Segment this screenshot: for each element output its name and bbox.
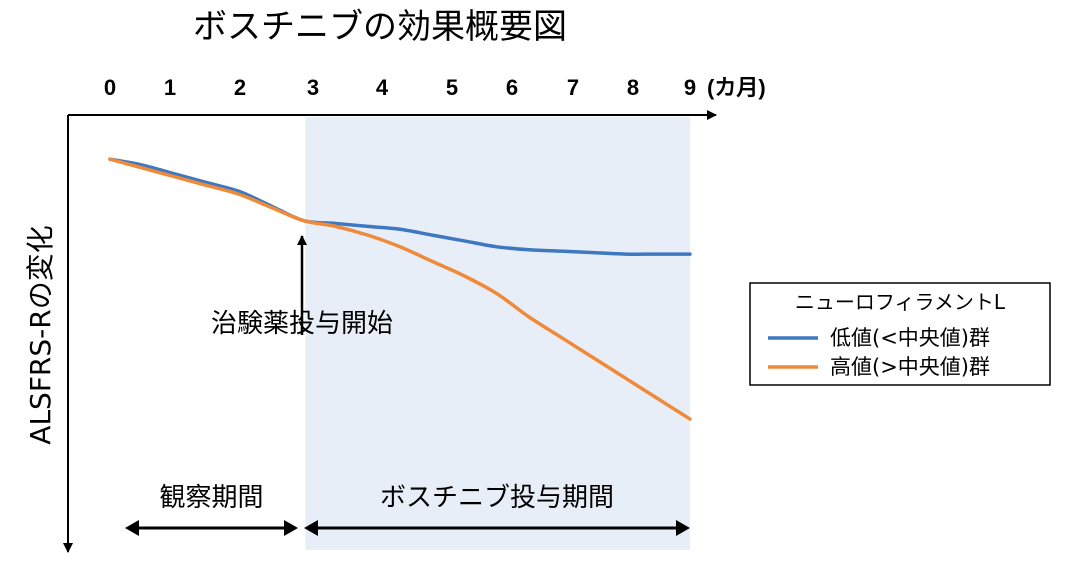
series-line-high [108,157,692,421]
drug-start-label: 治験薬投与開始 [211,309,393,339]
observation-period-label: 観察期間 [159,483,263,513]
x-tick-label: 7 [567,75,579,100]
series-lines [108,157,692,421]
x-tick-label: 3 [307,75,319,100]
x-tick-label: 0 [104,75,116,100]
x-tick-label: 5 [446,75,458,100]
period-arrow-head [304,520,318,536]
series-line-low [108,157,692,256]
bosutinib-period-label: ボスチニブ投与期間 [380,483,614,513]
period-arrow-head [284,520,298,536]
x-tick-label: 4 [376,75,389,100]
period-arrow-head [125,520,139,536]
x-tick-label: 9 [684,75,696,100]
legend-label-high: 高値(>中央値)群 [830,355,990,379]
y-axis-label: ALSFRS-Rの変化 [24,225,57,444]
x-tick-label: 1 [164,75,176,100]
period-annotations: 観察期間 ボスチニブ投与期間 [125,483,690,536]
x-tick-label: 8 [627,75,639,100]
legend: ニューロフィラメントL 低値(<中央値)群 高値(>中央値)群 [749,282,1051,386]
dosing-period-shade [305,117,690,550]
x-axis-unit: (カ月) [707,75,766,100]
legend-title: ニューロフィラメントL [795,290,1006,314]
x-tick-label: 6 [506,75,518,100]
legend-label-low: 低値(<中央値)群 [830,326,990,350]
period-arrow-head [676,520,690,536]
x-tick-labels: 0 1 2 3 4 5 6 7 8 9 [104,75,696,100]
chart-title: ボスチニブの効果概要図 [193,7,567,47]
x-tick-label: 2 [234,75,246,100]
